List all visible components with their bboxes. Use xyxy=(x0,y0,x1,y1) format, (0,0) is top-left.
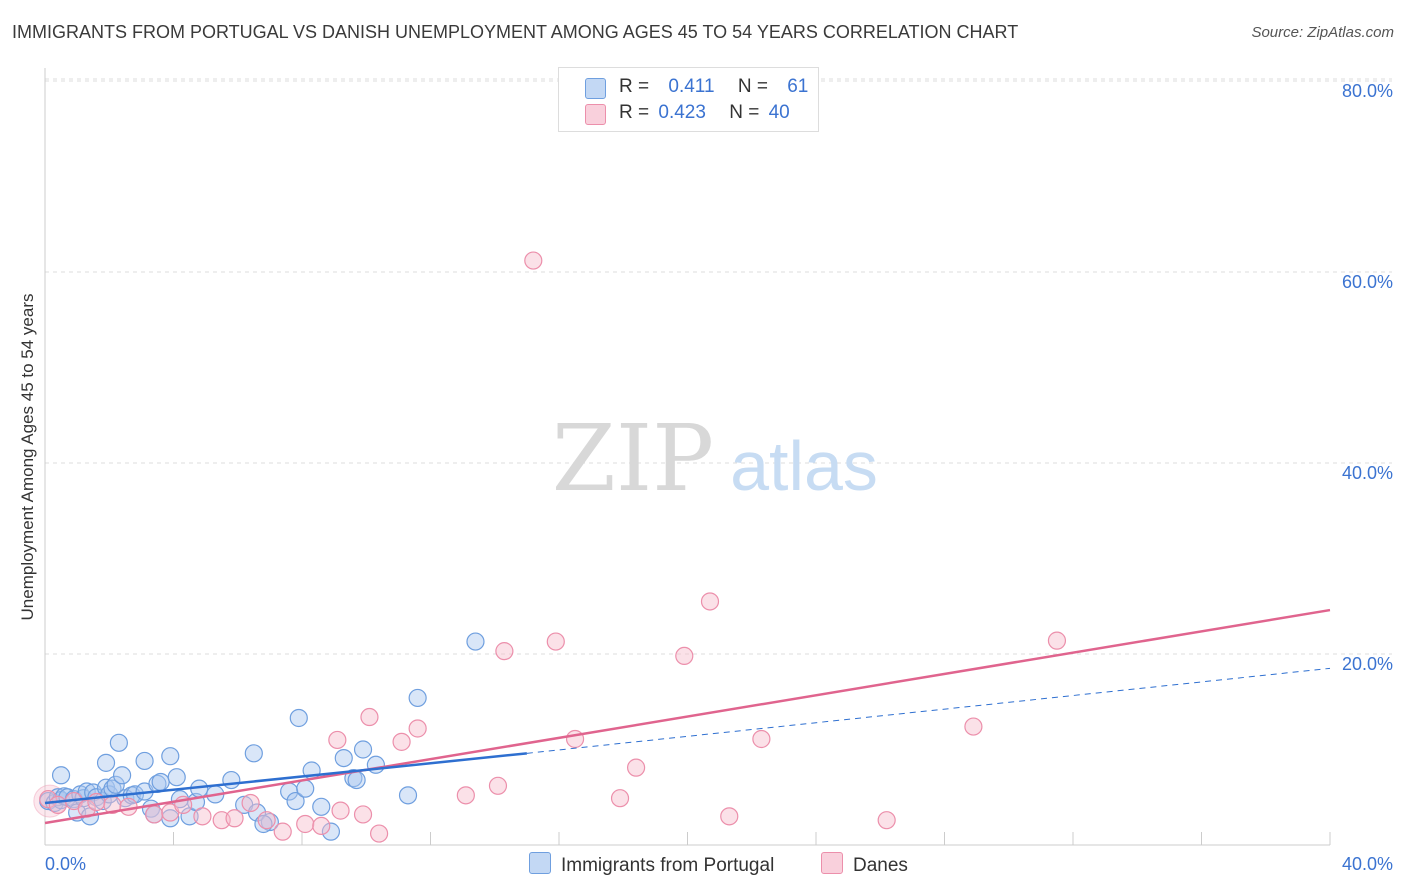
point-portugal xyxy=(289,708,308,728)
point-danes xyxy=(720,807,739,826)
point-danes xyxy=(610,789,630,808)
trend-line-portugal xyxy=(44,752,528,805)
point-portugal xyxy=(51,766,71,785)
point-danes xyxy=(392,732,411,751)
point-portugal xyxy=(312,797,331,816)
correlation-legend: R = 0.411 N = 61 R = 0.423 N = 40 xyxy=(558,67,819,132)
point-danes xyxy=(626,758,646,777)
legend-n-label: N = xyxy=(729,102,760,123)
y-tick-label: 80.0% xyxy=(1342,81,1393,101)
point-danes xyxy=(700,592,720,611)
point-portugal xyxy=(408,688,427,708)
trend-layer xyxy=(44,608,1331,825)
point-portugal xyxy=(109,733,128,752)
legend-r-label: R = xyxy=(619,102,650,123)
legend-r-value: 0.411 xyxy=(668,76,715,97)
point-portugal xyxy=(112,766,132,785)
point-danes xyxy=(675,646,694,666)
point-portugal xyxy=(106,775,125,794)
point-portugal xyxy=(398,786,418,805)
point-danes xyxy=(408,719,427,738)
legend-n-label: N = xyxy=(737,76,768,97)
point-portugal xyxy=(353,740,373,759)
point-danes xyxy=(193,807,212,826)
chart-title: IMMIGRANTS FROM PORTUGAL VS DANISH UNEMP… xyxy=(12,22,1019,42)
legend-n-value: 40 xyxy=(768,102,790,123)
point-danes xyxy=(119,797,138,816)
point-danes xyxy=(488,776,508,795)
watermark-atlas: atlas xyxy=(730,427,878,505)
point-portugal xyxy=(161,747,180,766)
x-tick-label: 0.0% xyxy=(45,854,86,874)
point-portugal xyxy=(244,744,263,763)
point-danes xyxy=(360,707,379,727)
point-portugal xyxy=(96,753,116,772)
watermark: ZIP atlas xyxy=(552,405,878,512)
y-axis-label: Unemployment Among Ages 45 to 54 years xyxy=(18,293,37,621)
legend-swatch-portugal xyxy=(585,78,606,99)
point-danes xyxy=(296,814,315,834)
point-danes xyxy=(546,632,565,651)
point-portugal xyxy=(260,812,279,832)
point-danes xyxy=(964,717,983,736)
y-tick-label: 60.0% xyxy=(1342,272,1393,292)
x-tick-label: 40.0% xyxy=(1342,854,1393,874)
point-danes xyxy=(370,824,389,843)
point-danes xyxy=(273,822,292,841)
point-portugal xyxy=(347,770,366,790)
trend-line-portugal-extension xyxy=(526,667,1331,754)
point-portugal xyxy=(466,632,485,651)
source-credit: Source: ZipAtlas.com xyxy=(1251,24,1394,41)
point-portugal xyxy=(247,803,267,822)
series-legend-portugal: Immigrants from Portugal xyxy=(529,852,774,877)
legend-r-label: R = xyxy=(619,76,650,97)
point-portugal xyxy=(151,772,170,792)
point-danes xyxy=(145,805,164,824)
point-danes xyxy=(48,795,67,814)
point-portugal xyxy=(286,791,305,811)
point-portugal xyxy=(222,770,241,790)
point-danes xyxy=(495,642,514,661)
point-danes xyxy=(877,811,896,830)
legend-row-danes: R = 0.423 N = 40 xyxy=(585,102,790,126)
point-danes xyxy=(225,809,244,828)
axis-layer xyxy=(44,68,1331,846)
point-portugal xyxy=(321,822,341,841)
point-danes xyxy=(1047,631,1067,650)
legend-swatch-danes xyxy=(585,104,606,125)
point-danes xyxy=(312,816,331,836)
legend-r-value: 0.423 xyxy=(658,102,706,123)
grid-layer xyxy=(45,78,1392,655)
point-danes xyxy=(456,786,475,805)
point-danes xyxy=(331,801,350,820)
point-portugal xyxy=(296,779,315,798)
point-portugal xyxy=(135,751,154,771)
legend-swatch-portugal xyxy=(529,852,551,874)
point-danes xyxy=(328,730,347,750)
trend-line-danes xyxy=(44,608,1331,825)
y-tick-label: 40.0% xyxy=(1342,463,1393,483)
points-layer xyxy=(33,251,1067,843)
series-legend-danes: Danes xyxy=(821,852,908,877)
point-danes xyxy=(752,729,771,749)
legend-row-portugal: R = 0.411 N = 61 xyxy=(585,76,809,100)
point-danes xyxy=(241,793,260,813)
point-danes xyxy=(524,251,543,270)
legend-label-portugal: Immigrants from Portugal xyxy=(561,855,775,876)
point-danes xyxy=(257,811,276,830)
y-tick-label: 20.0% xyxy=(1342,654,1393,674)
point-portugal xyxy=(167,768,186,787)
tick-label-layer: 20.0% 40.0% 60.0% 80.0% 0.0% 40.0% xyxy=(45,81,1393,874)
point-portugal xyxy=(344,769,363,788)
legend-swatch-danes xyxy=(821,852,843,874)
point-portugal xyxy=(334,748,353,768)
legend-n-value: 61 xyxy=(787,76,809,97)
legend-label-danes: Danes xyxy=(853,855,908,876)
point-danes xyxy=(353,805,373,824)
watermark-zip: ZIP xyxy=(552,405,714,512)
